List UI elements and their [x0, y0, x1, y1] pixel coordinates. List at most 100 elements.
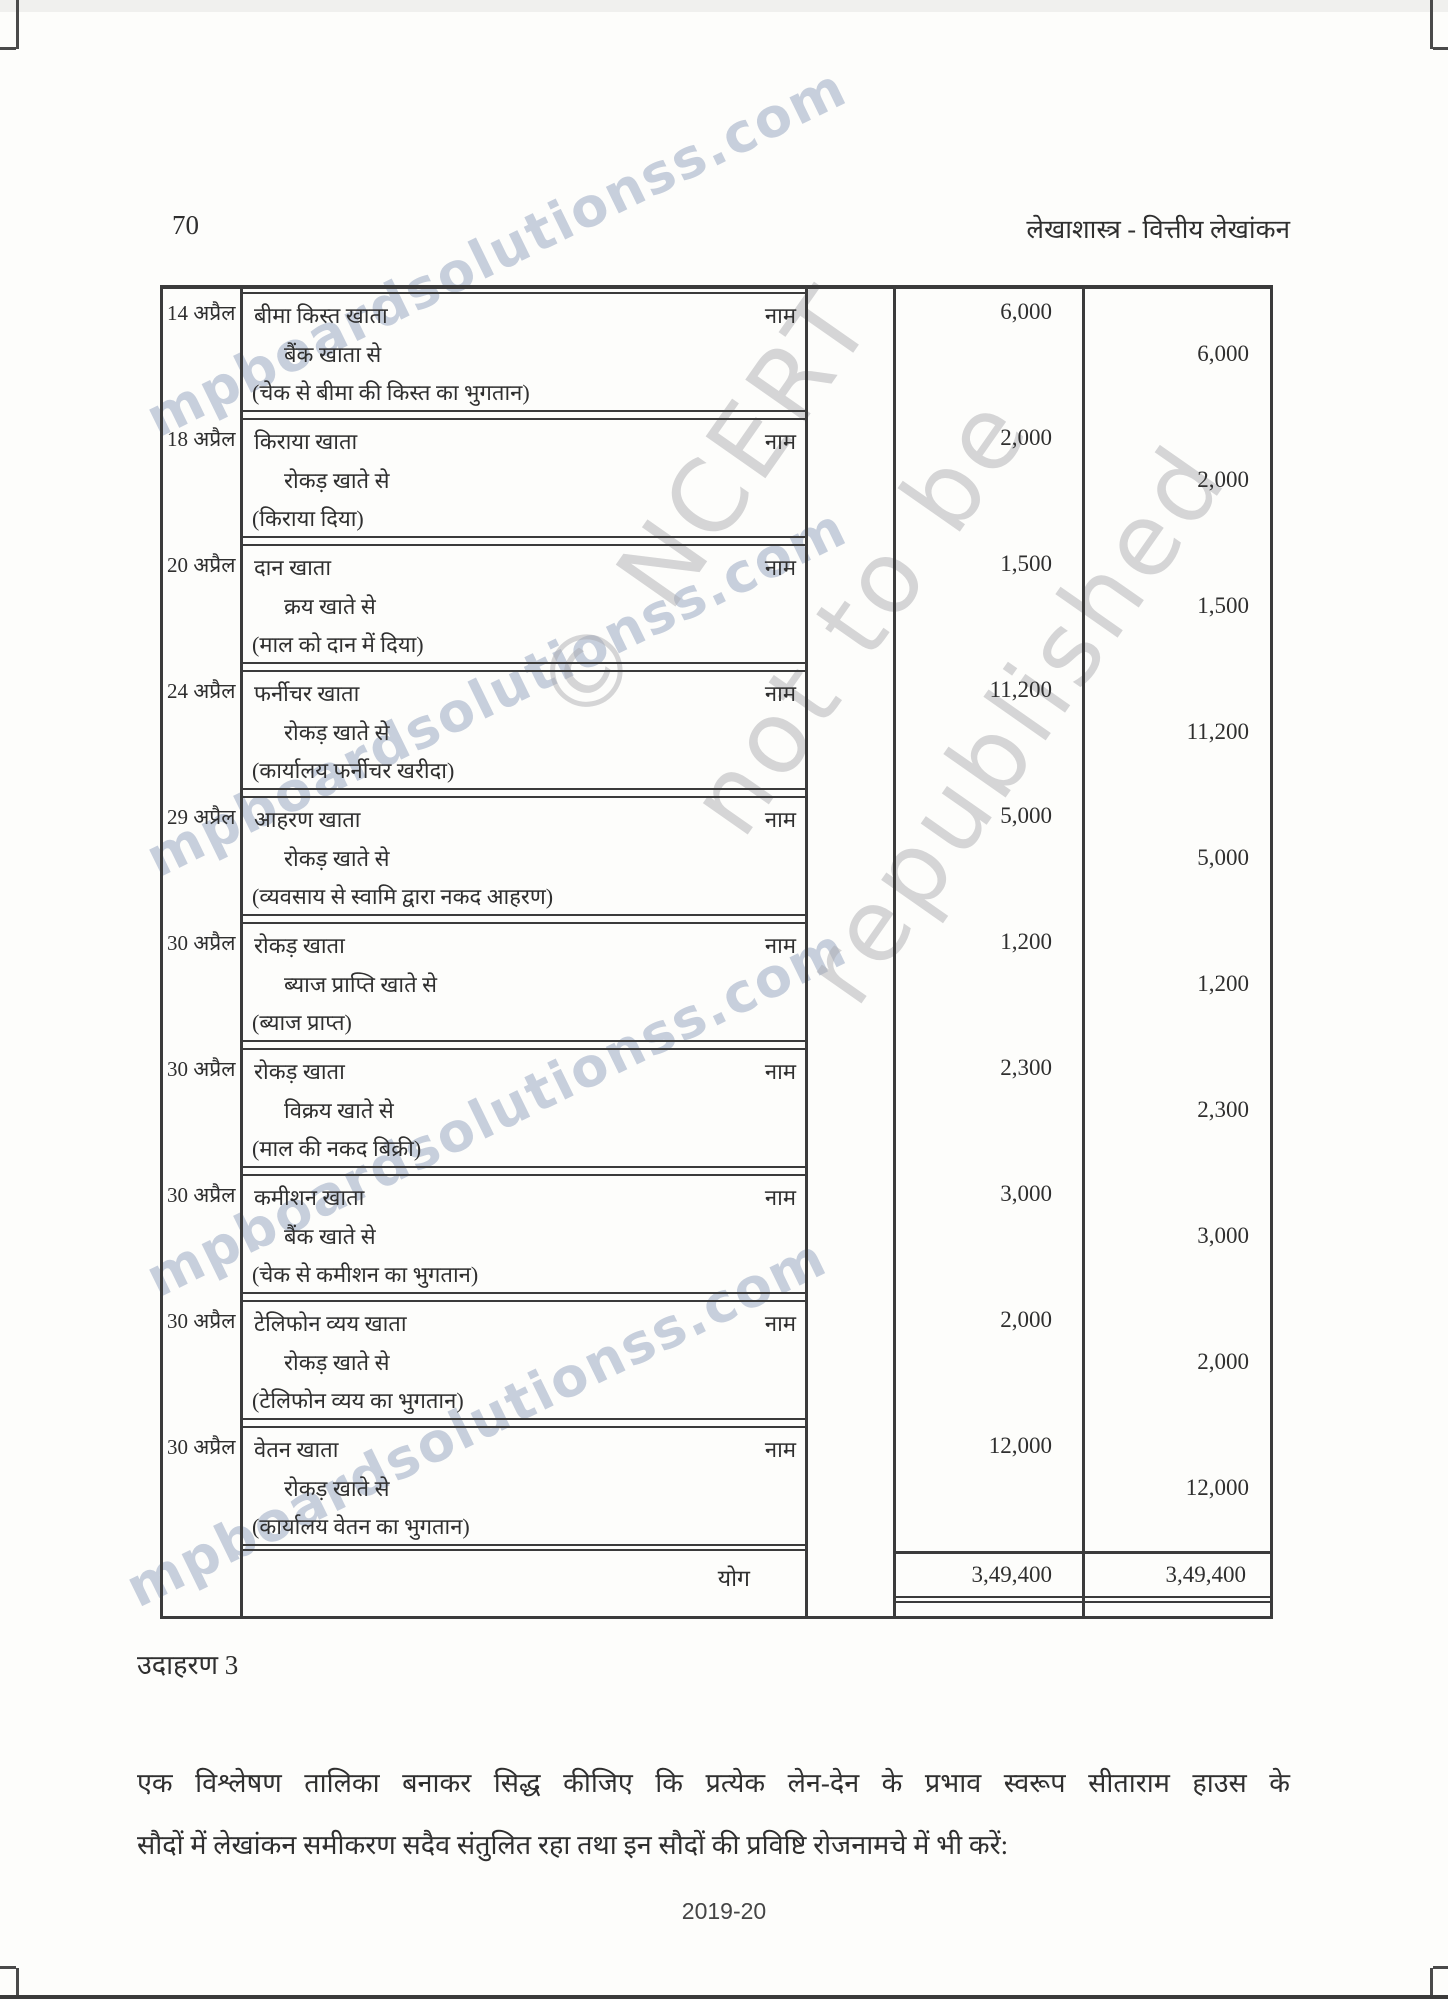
entry-account: रोकड़ खाता [254, 1059, 345, 1084]
entry-account: फर्नीचर खाता [254, 681, 360, 706]
entry-dr-label: नाम [764, 1311, 796, 1336]
entry-particulars-cell: टेलिफोन व्यय खाता नाम रोकड़ खाते से (टेल… [240, 1300, 808, 1420]
entry-date: 30 अप्रैल [167, 1309, 236, 1333]
page-edge-mark-bottom-left [16, 1968, 19, 1999]
header-title: लेखाशास्त्र - वित्तीय लेखांकन [1026, 215, 1290, 244]
entry-particulars-cell: रोकड़ खाता नाम विक्रय खाते से (माल की नक… [240, 1048, 808, 1168]
entry-particulars-cell: दान खाता नाम क्रय खाते से (माल को दान मे… [240, 544, 808, 664]
entry-debit-amount: 2,000 [1000, 425, 1052, 450]
entry-particulars-cell: कमीशन खाता नाम बैंक खाते से (चेक से कमीश… [240, 1174, 808, 1294]
entry-credit-account: रोकड़ खाते से [284, 1350, 390, 1375]
entry-credit-amount: 3,000 [1197, 1223, 1249, 1248]
entry-particulars-cell: बीमा किस्त खाता नाम बैंक खाता से (चेक से… [240, 292, 808, 412]
entry-narration: (ब्याज प्राप्त) [252, 1010, 352, 1035]
journal-row: 30 अप्रैल रोकड़ खाता नाम विक्रय खाते से … [163, 1045, 1270, 1171]
entry-dr-label: नाम [764, 303, 796, 328]
entry-narration: (माल की नकद बिक्री) [252, 1136, 422, 1161]
entry-credit-account: रोकड़ खाते से [284, 468, 390, 493]
entry-account: कमीशन खाता [254, 1185, 365, 1210]
entry-dr-label: नाम [764, 555, 796, 580]
entry-credit-account: रोकड़ खाते से [284, 846, 390, 871]
journal-row: 20 अप्रैल दान खाता नाम क्रय खाते से (माल… [163, 541, 1270, 667]
page-edge-mark-top-right [1430, 0, 1433, 49]
entry-date: 30 अप्रैल [167, 931, 236, 955]
entry-account: दान खाता [254, 555, 332, 580]
entry-particulars-cell: वेतन खाता नाम रोकड़ खाते से (कार्यालय वे… [240, 1426, 808, 1546]
footer-year: 2019-20 [681, 1898, 767, 1924]
entry-dr-label: नाम [764, 807, 796, 832]
entry-debit-amount: 3,000 [1000, 1181, 1052, 1206]
entry-credit-account: बैंक खाते से [284, 1224, 376, 1249]
entry-credit-amount: 1,200 [1197, 971, 1249, 996]
entry-narration: (किराया दिया) [252, 506, 364, 531]
entry-dr-label: नाम [764, 681, 796, 706]
entry-credit-amount: 2,000 [1197, 467, 1249, 492]
entry-dr-label: नाम [764, 1059, 796, 1084]
example-paragraph: एक विश्लेषण तालिका बनाकर सिद्ध कीजिए कि … [137, 1752, 1290, 1876]
journal-row: 30 अप्रैल वेतन खाता नाम रोकड़ खाते से (क… [163, 1423, 1270, 1549]
table-line-debit-credit-divider [1082, 289, 1085, 1616]
entry-credit-account: क्रय खाते से [284, 594, 376, 619]
entry-date: 30 अप्रैल [167, 1057, 236, 1081]
entry-account: आहरण खाता [254, 807, 361, 832]
page-edge-top-strip [0, 0, 1448, 12]
entry-account: बीमा किस्त खाता [254, 303, 388, 328]
entry-credit-account: बैंक खाता से [284, 342, 382, 367]
entry-debit-amount: 5,000 [1000, 803, 1052, 828]
entry-account: टेलिफोन व्यय खाता [254, 1311, 407, 1336]
journal-row: 29 अप्रैल आहरण खाता नाम रोकड़ खाते से (व… [163, 793, 1270, 919]
entry-date: 30 अप्रैल [167, 1183, 236, 1207]
entry-narration: (टेलिफोन व्यय का भुगतान) [252, 1388, 464, 1413]
entry-narration: (कार्यालय वेतन का भुगतान) [252, 1514, 470, 1539]
entry-narration: (चेक से कमीशन का भुगतान) [252, 1262, 479, 1287]
entry-narration: (कार्यालय फर्नीचर खरीदा) [252, 758, 455, 783]
entry-debit-amount: 2,000 [1000, 1307, 1052, 1332]
entry-debit-amount: 1,200 [1000, 929, 1052, 954]
entry-narration: (माल को दान में दिया) [252, 632, 424, 657]
entry-date: 30 अप्रैल [167, 1435, 236, 1459]
entry-particulars-cell: रोकड़ खाता नाम ब्याज प्राप्ति खाते से (ब… [240, 922, 808, 1042]
entry-debit-amount: 2,300 [1000, 1055, 1052, 1080]
entry-account: वेतन खाता [254, 1437, 339, 1462]
page-number: 70 [172, 210, 199, 240]
entry-credit-amount: 1,500 [1197, 593, 1249, 618]
page-edge-mark-bottom-right [1430, 1968, 1433, 1999]
example-paragraph-line2: सौदों में लेखांकन समीकरण सदैव संतुलित रह… [137, 1830, 1009, 1860]
entry-credit-account: विक्रय खाते से [284, 1098, 394, 1123]
entry-date: 18 अप्रैल [167, 427, 236, 451]
entry-credit-account: रोकड़ खाते से [284, 1476, 390, 1501]
entry-particulars-cell: फर्नीचर खाता नाम रोकड़ खाते से (कार्यालय… [240, 670, 808, 790]
entry-date: 24 अप्रैल [167, 679, 236, 703]
entry-date: 29 अप्रैल [167, 805, 236, 829]
journal-row: 30 अप्रैल टेलिफोन व्यय खाता नाम रोकड़ खा… [163, 1297, 1270, 1423]
entry-debit-amount: 1,500 [1000, 551, 1052, 576]
entry-dr-label: नाम [764, 429, 796, 454]
entry-particulars-cell: आहरण खाता नाम रोकड़ खाते से (व्यवसाय से … [240, 796, 808, 916]
journal-row: 14 अप्रैल बीमा किस्त खाता नाम बैंक खाता … [163, 289, 1270, 415]
entry-date: 20 अप्रैल [167, 553, 236, 577]
entry-particulars-cell: किराया खाता नाम रोकड़ खाते से (किराया दि… [240, 418, 808, 538]
entry-dr-label: नाम [764, 933, 796, 958]
page-edge-mark-top-left-tick [0, 47, 16, 50]
entry-narration: (व्यवसाय से स्वामि द्वारा नकद आहरण) [252, 884, 554, 909]
page-edge-mark-bottom-right-tick [1433, 1966, 1448, 1969]
entry-debit-amount: 12,000 [988, 1433, 1052, 1458]
entry-credit-account: ब्याज प्राप्ति खाते से [284, 972, 437, 997]
entry-credit-amount: 2,300 [1197, 1097, 1249, 1122]
entry-narration: (चेक से बीमा की किस्त का भुगतान) [252, 380, 530, 405]
table-line-lf-right [893, 289, 896, 1616]
entry-account: रोकड़ खाता [254, 933, 345, 958]
entry-credit-amount: 2,000 [1197, 1349, 1249, 1374]
entry-dr-label: नाम [764, 1437, 796, 1462]
entry-dr-label: नाम [764, 1185, 796, 1210]
total-debit-amount: 3,49,400 [896, 1551, 1082, 1603]
journal-totals-row: योग 3,49,400 3,49,400 [163, 1549, 1270, 1616]
screenshot-bottom-bar [0, 1995, 1448, 1999]
page-edge-mark-top-right-tick [1433, 47, 1448, 50]
entry-credit-amount: 11,200 [1186, 719, 1249, 744]
entry-credit-amount: 5,000 [1197, 845, 1249, 870]
example-paragraph-line1: एक विश्लेषण तालिका बनाकर सिद्ध कीजिए कि … [137, 1768, 1290, 1798]
entry-date: 14 अप्रैल [167, 301, 236, 325]
journal-row: 18 अप्रैल किराया खाता नाम रोकड़ खाते से … [163, 415, 1270, 541]
